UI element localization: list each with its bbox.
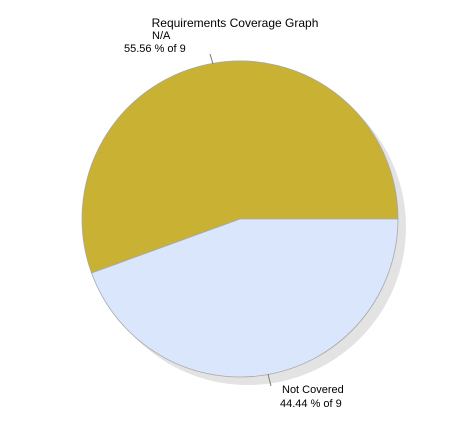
chart-title: Requirements Coverage Graph <box>151 16 319 30</box>
slice-label: Not Covered <box>282 384 344 396</box>
slice-label-leader <box>209 53 214 65</box>
slice-label: N/A <box>152 30 171 42</box>
pie-slice-not-covered <box>91 218 399 378</box>
slice-percent-label: 55.56 % of 9 <box>124 43 186 55</box>
slice-percent-label: 44.44 % of 9 <box>280 398 342 410</box>
slice-label-leader <box>267 373 272 387</box>
